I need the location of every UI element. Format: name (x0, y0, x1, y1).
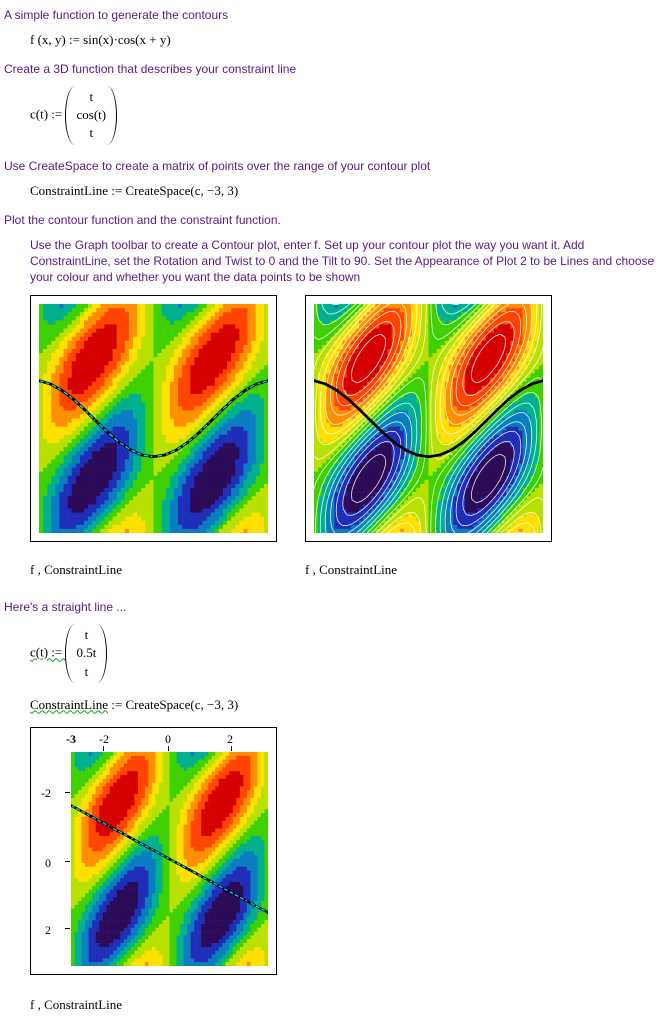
contour-plot-filled (30, 295, 277, 542)
redefined-symbol: ConstraintLine (30, 697, 108, 712)
equation-c: c(t) := t cos(t) t (30, 86, 659, 145)
instruction-text: Use the Graph toolbar to create a Contou… (30, 237, 659, 286)
plot-cell: f , ConstraintLine (30, 295, 275, 578)
tick-mark (65, 928, 70, 929)
plot-caption: f , ConstraintLine (30, 997, 659, 1013)
axis-tick-y: -2 (41, 786, 51, 801)
axis-tick-x: 0 (165, 732, 171, 747)
equation-f: f (x, y) := sin(x)·cos(x + y) (30, 32, 659, 48)
tick-mark (231, 746, 232, 751)
tick-mark (65, 792, 70, 793)
tick-mark (103, 746, 104, 751)
plot-cell: f , ConstraintLine (305, 295, 550, 578)
axis-tick-x: -2 (99, 732, 109, 747)
tick-mark (65, 861, 70, 862)
step-text: Plot the contour function and the constr… (4, 213, 659, 227)
contour-plot-with-axes: -3 -2 0 2 -2 0 2 (30, 727, 277, 975)
step-text: A simple function to generate the contou… (4, 8, 659, 22)
equation-constraintline-2: ConstraintLine := CreateSpace(c, −3, 3) (30, 697, 659, 713)
vec-row: t (76, 124, 106, 142)
plot-caption: f , ConstraintLine (305, 562, 550, 578)
axis-tick-x: -3 (66, 732, 76, 747)
step-text: Here's a straight line ... (4, 600, 659, 614)
step-text: Use CreateSpace to create a matrix of po… (4, 159, 659, 173)
vec-row: 0.5t (76, 644, 96, 662)
column-vector: t cos(t) t (65, 86, 117, 145)
plots-row: f , ConstraintLine f , ConstraintLine (30, 295, 659, 578)
equation-constraintline-1: ConstraintLine := CreateSpace(c, −3, 3) (30, 183, 659, 199)
step-text: Create a 3D function that describes your… (4, 62, 659, 76)
axis-tick-y: 2 (45, 923, 51, 938)
plot-caption: f , ConstraintLine (30, 562, 275, 578)
vec-row: t (76, 88, 106, 106)
vec-row: t (76, 663, 96, 681)
tick-mark (168, 746, 169, 751)
axis-tick-x: 2 (227, 732, 233, 747)
redefined-symbol: c(t) := (30, 644, 65, 659)
vec-row: t (76, 626, 96, 644)
equation-text: c(t) := (30, 106, 65, 121)
axis-tick-y: 0 (45, 856, 51, 871)
column-vector: t 0.5t t (65, 624, 107, 683)
equation-c2: c(t) := t 0.5t t (30, 624, 659, 683)
contour-plot-lines (305, 295, 552, 542)
vec-row: cos(t) (76, 106, 106, 124)
equation-text: := CreateSpace(c, −3, 3) (108, 697, 238, 712)
